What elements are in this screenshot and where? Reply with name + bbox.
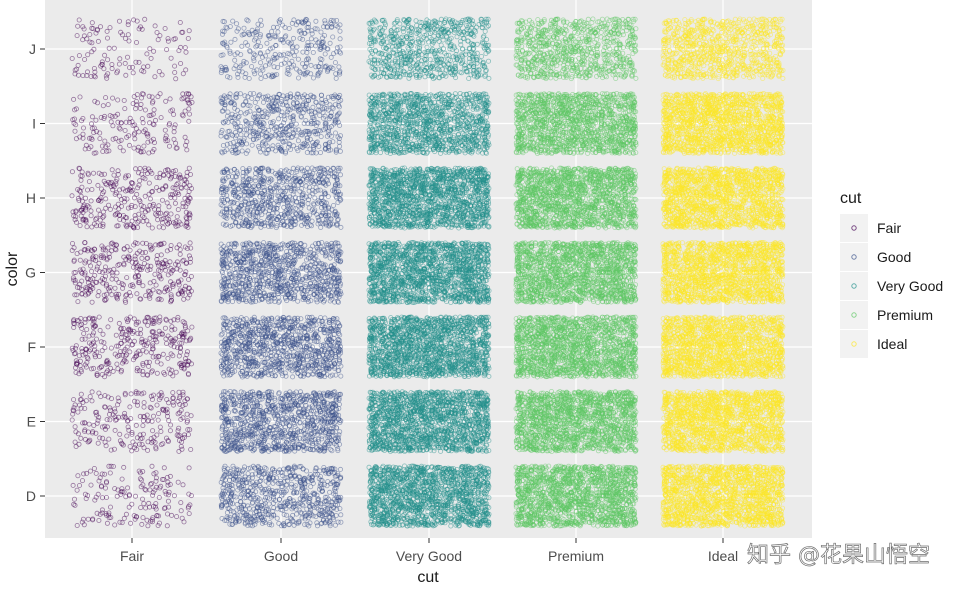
chart: Fair Good Very Good Premium Ideal DEFGHIJ cu… bbox=[0, 0, 957, 593]
